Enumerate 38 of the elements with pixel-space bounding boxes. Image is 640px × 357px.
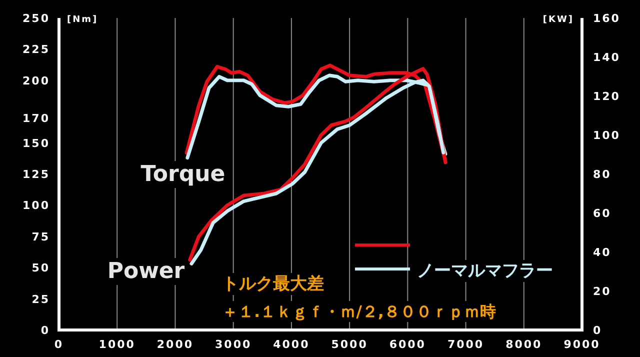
x-tick-label: 8000	[506, 338, 542, 351]
y2-tick-label: 80	[593, 168, 612, 181]
y-tick-label: 25	[32, 292, 50, 306]
y2-tick-label: 100	[593, 129, 620, 142]
x-tick-label: 1000	[98, 338, 136, 351]
x-tick-label: 3000	[215, 338, 252, 351]
y-tick-label: 170	[22, 112, 50, 125]
x-tick-label: 2000	[156, 338, 194, 351]
x-tick-label: 0	[54, 338, 64, 351]
x-tick-label: 5000	[331, 338, 368, 351]
y-tick-label: 200	[22, 74, 50, 88]
y-tick-label: 50	[32, 262, 50, 275]
y2-tick-label: 0	[593, 324, 602, 337]
y-tick-label: 225	[22, 43, 50, 56]
y-tick-label: 250	[22, 12, 50, 25]
y2-axis-title: [KW]	[542, 15, 574, 25]
y-tick-label: 125	[22, 168, 50, 181]
x-tick-label: 9000	[564, 338, 600, 351]
legend-label: ノーマルマフラー	[417, 261, 553, 281]
y-axis-title: [Nm]	[67, 15, 98, 25]
y2-tick-label: 160	[593, 12, 620, 25]
annotation: Power	[107, 259, 185, 284]
x-tick-label: 4000	[273, 338, 310, 351]
annotation: Torque	[140, 162, 226, 187]
y2-tick-label: 60	[593, 207, 612, 220]
y-tick-label: 150	[22, 136, 50, 150]
y-tick-label: 100	[22, 199, 50, 212]
annotation: トルク最大差	[222, 274, 324, 294]
y-tick-label: 75	[32, 230, 50, 244]
y-tick-label: 0	[40, 324, 50, 337]
x-tick-label: 7000	[447, 338, 484, 351]
x-tick-label: 6000	[389, 338, 426, 351]
y2-tick-label: 120	[593, 90, 620, 103]
annotation: ＋１.１ｋｇｆ・ｍ/２,８００ｒｐｍ時	[222, 302, 496, 321]
legend: ノーマルマフラー	[355, 244, 555, 282]
y2-tick-label: 140	[593, 51, 620, 64]
y2-tick-label: 20	[593, 285, 612, 298]
y2-tick-label: 40	[593, 246, 612, 259]
